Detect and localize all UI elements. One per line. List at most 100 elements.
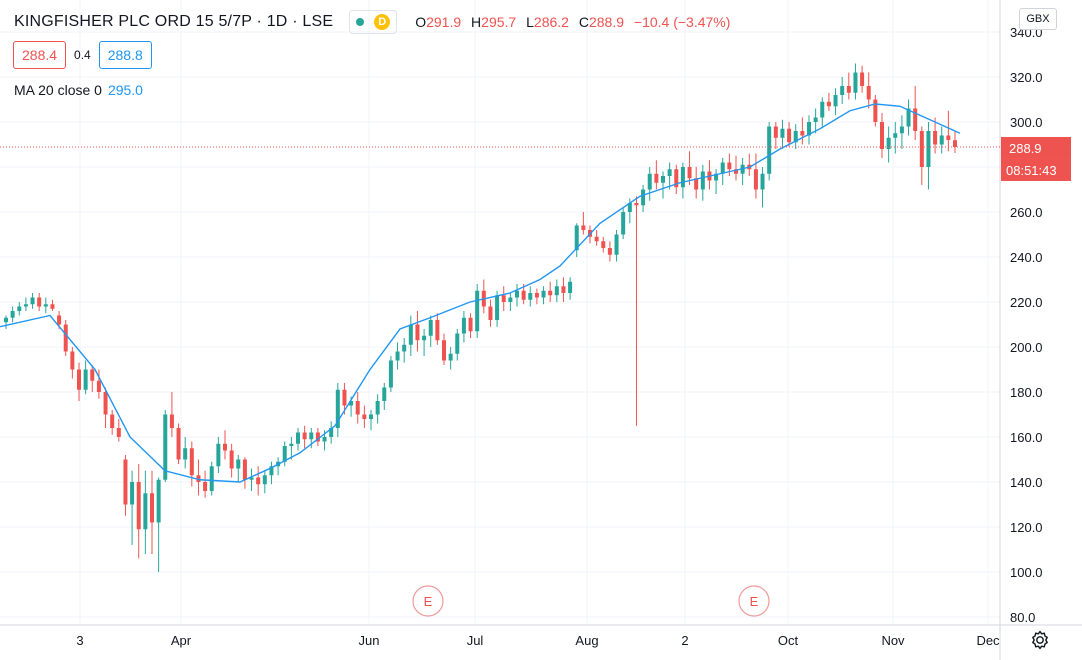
y-tick-label: 140.0 (1010, 475, 1043, 490)
candle-body-down (362, 414, 367, 419)
candle-body-up (375, 401, 380, 415)
candle-body-up (428, 320, 433, 336)
ma-legend[interactable]: MA 20 close 0 295.0 (14, 82, 143, 98)
candle-body-up (886, 137, 891, 149)
candle-body-down (607, 248, 612, 255)
close-label: C (578, 14, 589, 30)
candle-body-down (50, 304, 55, 309)
candle-body-up (322, 437, 327, 442)
candle-body-up (767, 126, 772, 174)
candle-body-down (116, 428, 121, 437)
candle-body-down (773, 126, 778, 138)
quote-panel: 288.4 0.4 288.8 (13, 41, 152, 69)
last-price-tag-text: 288.9 (1009, 141, 1042, 156)
candle-body-up (143, 493, 148, 530)
candle-body-down (435, 320, 440, 341)
candle-body-up (236, 459, 241, 469)
earnings-marker-label: E (424, 594, 433, 609)
candle-body-down (110, 414, 115, 428)
candle-body-up (700, 171, 705, 190)
candle-body-down (176, 428, 181, 460)
candle-body-up (10, 311, 15, 318)
earnings-marker (738, 585, 770, 617)
candle-body-down (57, 315, 62, 325)
candle-body-down (866, 86, 871, 100)
candle-body-up (408, 324, 413, 345)
ma-value: 295.0 (107, 82, 143, 98)
candle-body-up (720, 162, 725, 174)
candle-body-up (515, 290, 519, 298)
close-value: 288.9 (588, 14, 625, 30)
candle-body-down (302, 432, 307, 440)
candle-body-up (813, 117, 818, 122)
market-status[interactable]: D (349, 10, 398, 34)
candle-body-down (150, 493, 154, 523)
low-label: L (526, 14, 534, 30)
currency-badge[interactable]: GBX (1019, 8, 1057, 30)
candle-body-up (249, 477, 254, 480)
candle-body-down (727, 162, 732, 170)
candle-body-up (820, 101, 825, 118)
candle-body-up (23, 304, 28, 307)
earnings-marker-label: E (750, 594, 759, 609)
delayed-badge: D (374, 14, 391, 30)
candle-body-down (953, 140, 957, 147)
candle-body-down (521, 290, 526, 300)
y-tick-label: 320.0 (1010, 70, 1043, 85)
candle-body-down (90, 369, 95, 381)
candle-body-up (833, 95, 838, 107)
candle-body-up (455, 333, 460, 354)
candle-body-up (422, 335, 427, 341)
candle-body-down (534, 293, 539, 298)
y-tick-label: 80.0 (1010, 610, 1035, 625)
candle-body-up (926, 131, 931, 167)
candle-body-down (136, 482, 141, 530)
gear-icon[interactable] (1028, 628, 1052, 652)
candle-body-down (77, 369, 81, 390)
candle-body-up (349, 401, 354, 406)
candle-body-down (169, 414, 174, 428)
candle-body-down (96, 380, 101, 392)
candle-body-up (528, 293, 533, 300)
ma-label: MA 20 close 0 (14, 82, 102, 98)
candle-body-up (209, 466, 214, 491)
y-tick-label: 260.0 (1010, 205, 1043, 220)
x-tick-label: Dec (976, 633, 1000, 648)
candle-body-down (223, 443, 227, 451)
candle-body-up (216, 443, 221, 467)
candle-body-down (753, 169, 758, 190)
x-tick-label: Nov (881, 633, 905, 648)
candle-body-up (382, 387, 387, 401)
candle-body-down (787, 128, 792, 143)
candle-body-up (461, 317, 466, 334)
high-value: 295.7 (481, 14, 517, 30)
earnings-marker (412, 585, 444, 617)
y-tick-label: 220.0 (1010, 295, 1043, 310)
symbol-title[interactable]: KINGFISHER PLC ORD 15 5/7P · 1D · LSE (14, 13, 334, 30)
candle-body-up (760, 173, 765, 190)
candle-body-up (130, 482, 135, 505)
candle-body-up (269, 466, 274, 476)
candle-body-up (282, 446, 287, 462)
x-tick-label: 2 (681, 633, 688, 648)
candle-body-down (687, 167, 692, 179)
ohlc-values: O291.9 H295.7 L286.2 C288.9 −10.4 (−3.47… (415, 14, 730, 30)
candle-body-down (826, 101, 831, 107)
candle-body-down (242, 459, 247, 480)
candle-body-up (667, 169, 672, 176)
candle-body-up (309, 432, 314, 440)
buy-button[interactable]: 288.8 (98, 41, 152, 69)
sell-button[interactable]: 288.4 (13, 41, 67, 69)
candle-body-up (647, 173, 652, 190)
candle-body-up (627, 203, 632, 212)
candle-body-down (488, 306, 493, 320)
candle-body-down (860, 72, 865, 86)
candle-body-down (123, 459, 128, 505)
candle-body-up (335, 389, 340, 428)
x-tick-label: Jul (467, 633, 484, 648)
candle-body-up (568, 281, 573, 293)
candle-body-down (946, 135, 951, 140)
x-tick-label: Apr (171, 633, 192, 648)
y-tick-label: 240.0 (1010, 250, 1043, 265)
